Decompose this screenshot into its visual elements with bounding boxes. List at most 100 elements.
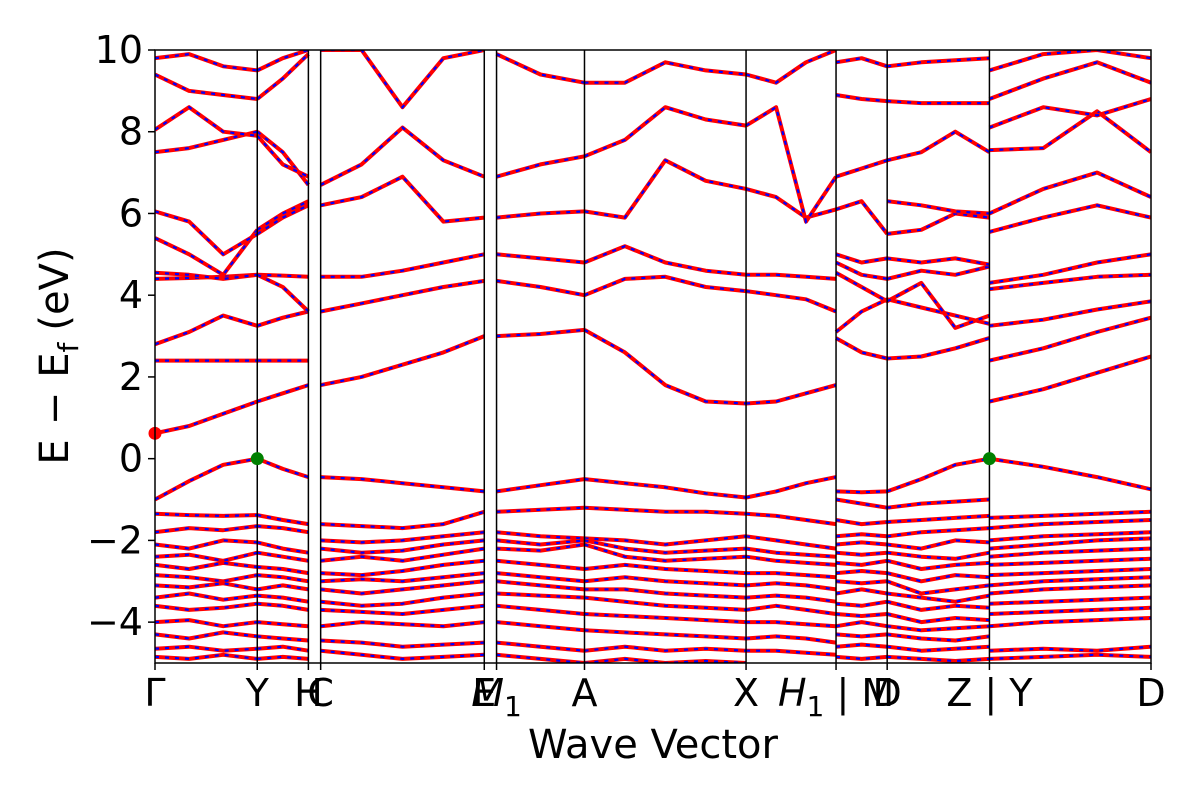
band-0-11 xyxy=(155,52,258,73)
band-3-1 xyxy=(496,327,585,339)
band-line-spin-down xyxy=(835,57,888,68)
y-tick-label-6: −2 xyxy=(87,518,143,562)
band-line-spin-down xyxy=(256,273,310,313)
band-8-18 xyxy=(989,567,1151,578)
y-tick-label-0: 10 xyxy=(95,28,143,72)
band-line-spin-down xyxy=(155,592,258,601)
band-7-5 xyxy=(886,264,990,281)
band-line-spin-down xyxy=(835,633,888,638)
band-line-spin-up xyxy=(495,154,585,179)
band-6-20 xyxy=(835,612,888,618)
band-6-13 xyxy=(835,540,888,547)
band-line-spin-down xyxy=(989,204,1151,233)
band-1-14 xyxy=(256,540,309,555)
band-3-12 xyxy=(496,571,585,584)
band-line-spin-down xyxy=(320,510,485,530)
band-6-19 xyxy=(835,599,888,608)
band-5-16 xyxy=(745,634,837,645)
band-line-spin-down xyxy=(745,105,837,225)
band-6-12 xyxy=(835,532,888,539)
band-1-9 xyxy=(255,134,310,179)
band-0-9 xyxy=(155,105,258,138)
band-1-3 xyxy=(256,309,309,328)
band-0-6 xyxy=(155,228,259,277)
band-line-spin-up xyxy=(745,534,837,551)
band-line-spin-up xyxy=(745,511,837,527)
band-6-10 xyxy=(835,56,888,69)
band-line-spin-down xyxy=(257,565,309,575)
band-4-3 xyxy=(583,244,747,277)
band-line-spin-up xyxy=(886,129,991,163)
band-line-spin-down xyxy=(886,265,990,280)
band-5-2 xyxy=(745,289,837,314)
band-7-8 xyxy=(886,199,990,216)
band-line-spin-down xyxy=(584,506,747,515)
band-line-spin-down xyxy=(496,653,585,663)
band-7-2 xyxy=(887,336,990,361)
band-line-spin-down xyxy=(989,109,1151,154)
x-tick-label-0: Γ xyxy=(144,671,165,715)
band-line-spin-down xyxy=(257,584,309,591)
band-line-spin-down xyxy=(989,584,1151,595)
band-line-spin-down xyxy=(835,498,888,509)
band-line-spin-down xyxy=(257,594,309,603)
band-line-spin-down xyxy=(496,592,585,599)
band-6-8 xyxy=(835,158,888,179)
band-7-25 xyxy=(887,654,990,663)
band-5-1 xyxy=(745,383,837,406)
band-line-spin-up xyxy=(745,603,837,616)
x-tick-label-5: M1 xyxy=(471,671,522,723)
band-6-17 xyxy=(835,579,888,586)
band-5-14 xyxy=(745,603,837,616)
band-0-15 xyxy=(155,550,258,563)
band-line-spin-down xyxy=(989,253,1151,284)
band-line-spin-down xyxy=(256,200,309,231)
band-0-7 xyxy=(155,209,259,257)
band-line-spin-down xyxy=(584,588,747,599)
band-6-14 xyxy=(835,550,888,557)
band-line-spin-down xyxy=(257,645,309,652)
band-line-spin-down xyxy=(496,210,585,219)
band-0-10 xyxy=(155,72,258,101)
x-tick-label-7: X xyxy=(733,671,759,715)
band-line-spin-up xyxy=(745,546,837,559)
band-line-spin-down xyxy=(155,400,258,435)
band-4-12 xyxy=(584,575,747,588)
band-4-16 xyxy=(584,628,747,641)
band-line-spin-down xyxy=(835,620,888,628)
band-4-13 xyxy=(584,587,747,600)
band-line-spin-up xyxy=(835,260,888,281)
band-2-3 xyxy=(320,252,485,279)
y-label-sub: f xyxy=(52,341,85,352)
band-0-23 xyxy=(155,644,258,653)
band-line-spin-down xyxy=(989,531,1151,542)
band-1-17 xyxy=(257,573,309,584)
band-0-8 xyxy=(155,129,258,155)
band-line-spin-down xyxy=(320,649,485,661)
band-line-spin-up xyxy=(496,278,585,298)
band-5-8 xyxy=(745,534,837,551)
band-7-6 xyxy=(886,256,990,267)
band-line-spin-down xyxy=(256,204,309,235)
band-4-17 xyxy=(584,644,747,653)
band-4-5 xyxy=(583,105,747,159)
marker-vbm-2 xyxy=(982,452,996,466)
band-line-spin-down xyxy=(989,576,1151,587)
band-8-15 xyxy=(989,536,1151,551)
band-7-24 xyxy=(886,644,990,653)
band-line-spin-down xyxy=(989,557,1151,566)
band-line-spin-down xyxy=(835,559,888,567)
band-line-spin-down xyxy=(989,50,1151,72)
band-line-spin-down xyxy=(989,300,1151,327)
y-label-ef: E xyxy=(32,352,78,377)
band-5-0 xyxy=(745,475,837,500)
band-3-18 xyxy=(496,652,585,663)
y-label-e: E xyxy=(32,439,78,464)
band-4-11 xyxy=(584,562,747,576)
band-line-spin-down xyxy=(989,653,1151,660)
band-line-spin-down xyxy=(989,273,1151,291)
band-5-4 xyxy=(745,186,837,220)
band-line-spin-up xyxy=(256,50,310,73)
x-tick-label-9: D xyxy=(873,671,902,715)
